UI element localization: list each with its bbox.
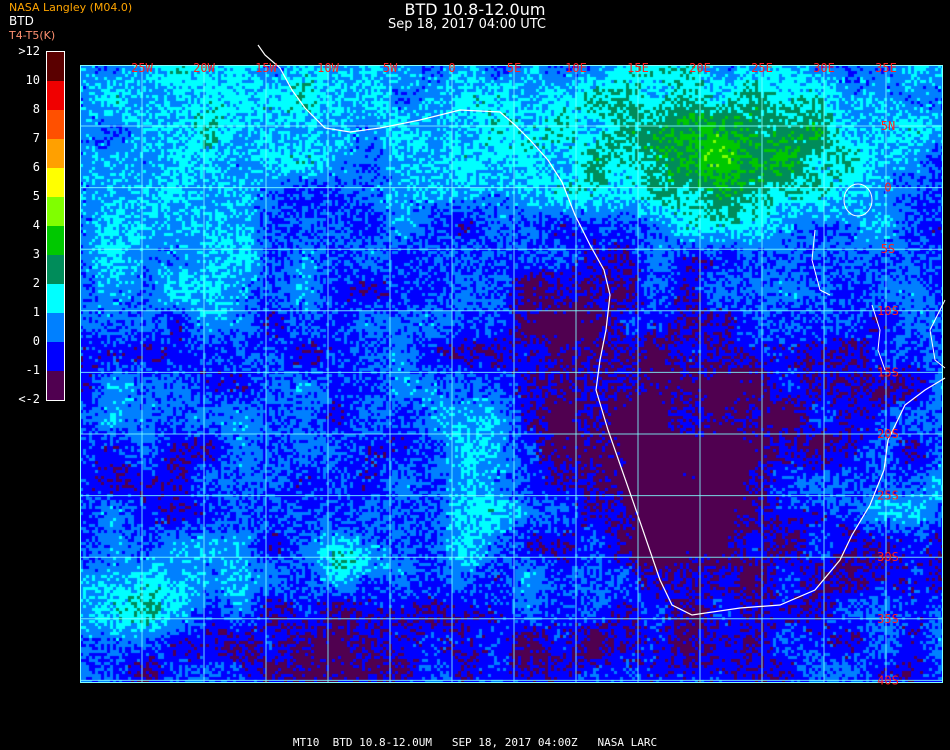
- latitude-label: 5S: [881, 242, 895, 256]
- latitude-label: 40S: [877, 673, 899, 687]
- colorbar-segment: [47, 81, 64, 110]
- image-title: BTD 10.8-12.0um: [404, 0, 546, 19]
- colorbar-tick-label: 3: [32, 247, 40, 261]
- colorbar-tick-label: 10: [25, 73, 40, 87]
- image-timestamp: Sep 18, 2017 04:00 UTC: [387, 17, 547, 32]
- africa-coastline: [257, 44, 946, 616]
- colorbar-segment: [47, 313, 64, 342]
- map-frame: [80, 65, 943, 683]
- footer-caption: MT10 BTD 10.8-12.0UM SEP 18, 2017 04:00Z…: [292, 736, 658, 749]
- colorbar-segment: [47, 52, 64, 81]
- colorbar-segment: [47, 226, 64, 255]
- colorbar-tick-label: 6: [32, 160, 40, 174]
- colorbar-segment: [47, 110, 64, 139]
- variable-label: BTD: [9, 14, 34, 28]
- colorbar-tick-label: 2: [32, 276, 40, 290]
- latitude-label: 35S: [877, 612, 899, 626]
- colorbar-tick-label: 4: [32, 218, 40, 232]
- units-label: T4-T5(K): [9, 29, 56, 42]
- colorbar-tick-label: 7: [32, 131, 40, 145]
- colorbar-segment: [47, 255, 64, 284]
- latitude-label: 20S: [877, 427, 899, 441]
- east-africa-coastline: [929, 299, 946, 369]
- latitude-label: 30S: [877, 550, 899, 564]
- colorbar-segment: [47, 342, 64, 371]
- latitude-label: 5N: [881, 119, 895, 133]
- lake-malawi-outline: [871, 304, 886, 371]
- colorbar-tick-label: -1: [25, 363, 40, 377]
- colorbar-tick-label: 8: [32, 102, 40, 116]
- colorbar-tick-label: 0: [32, 334, 40, 348]
- longitude-label: 25E: [751, 61, 773, 75]
- longitude-label: 0: [448, 61, 455, 75]
- latitude-label: 0: [884, 181, 891, 195]
- colorbar-segment: [47, 197, 64, 226]
- longitude-label: 5E: [507, 61, 521, 75]
- producer-label: NASA Langley (M04.0): [9, 1, 133, 14]
- longitude-label: 5W: [383, 61, 398, 75]
- longitude-label: 10W: [317, 61, 339, 75]
- longitude-label: 25W: [131, 61, 153, 75]
- lake-tanganyika-outline: [811, 229, 831, 296]
- latitude-label: 10S: [877, 304, 899, 318]
- latitude-label: 25S: [877, 489, 899, 503]
- colorbar-segment: [47, 168, 64, 197]
- colorbar-segment: [47, 284, 64, 313]
- lake-victoria-outline: [843, 183, 873, 217]
- longitude-label: 20E: [689, 61, 711, 75]
- longitude-label: 10E: [565, 61, 587, 75]
- longitude-label: 35E: [875, 61, 897, 75]
- satellite-image: [80, 65, 943, 683]
- colorbar-segment: [47, 371, 64, 400]
- colorbar-tick-label: <-2: [18, 392, 40, 406]
- longitude-label: 15W: [255, 61, 277, 75]
- colorbar-segment: [47, 139, 64, 168]
- colorbar: [46, 51, 65, 401]
- colorbar-tick-label: 1: [32, 305, 40, 319]
- longitude-label: 30E: [813, 61, 835, 75]
- longitude-label: 20W: [193, 61, 215, 75]
- longitude-label: 15E: [627, 61, 649, 75]
- colorbar-tick-label: 5: [32, 189, 40, 203]
- latitude-label: 15S: [877, 365, 899, 379]
- colorbar-tick-label: >12: [18, 44, 40, 58]
